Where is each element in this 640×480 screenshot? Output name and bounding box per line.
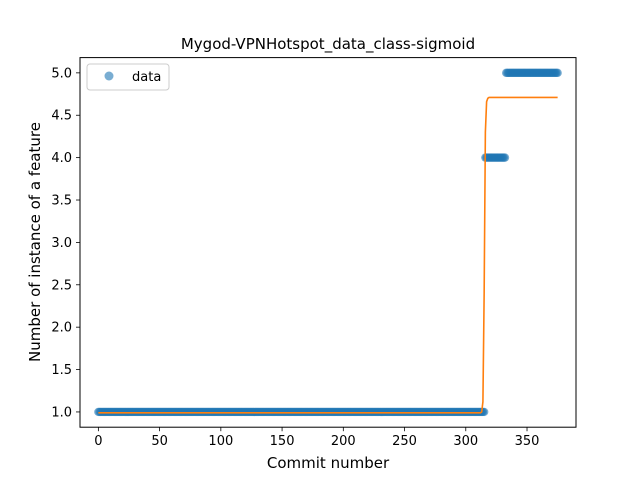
fit-line bbox=[98, 96, 558, 414]
x-axis-label: Commit number bbox=[267, 454, 390, 472]
y-tick-label: 2.5 bbox=[51, 278, 72, 293]
y-tick-label: 2.0 bbox=[51, 321, 72, 336]
y-tick-label: 4.5 bbox=[51, 109, 72, 124]
x-tick-label: 300 bbox=[453, 434, 478, 449]
x-tick-label: 150 bbox=[270, 434, 295, 449]
x-tick-label: 50 bbox=[151, 434, 168, 449]
y-axis: 1.0 1.5 2.0 2.5 3.0 3.5 4.0 4.5 5.0 bbox=[51, 66, 80, 420]
x-axis: 0 50 100 150 200 250 300 350 bbox=[94, 427, 539, 449]
y-axis-label: Number of instance of a feature bbox=[26, 122, 44, 362]
y-tick-label: 5.0 bbox=[51, 66, 72, 81]
legend-marker-data bbox=[104, 71, 114, 81]
x-tick-label: 100 bbox=[208, 434, 233, 449]
y-tick-label: 1.0 bbox=[51, 405, 72, 420]
legend-label-data: data bbox=[132, 70, 161, 85]
plot-frame bbox=[79, 57, 577, 428]
x-tick-label: 350 bbox=[515, 434, 540, 449]
legend-frame bbox=[86, 63, 170, 91]
y-tick-label: 4.0 bbox=[51, 151, 72, 166]
plot-area bbox=[94, 68, 562, 417]
y-tick-label: 3.5 bbox=[51, 194, 72, 209]
x-tick-label: 200 bbox=[331, 434, 356, 449]
x-tick-label: 250 bbox=[392, 434, 417, 449]
chart-title: Mygod-VPNHotspot_data_class-sigmoid bbox=[181, 35, 475, 54]
data-point bbox=[500, 153, 510, 162]
legend: data bbox=[86, 63, 170, 91]
data-point bbox=[553, 68, 562, 78]
x-tick-label: 0 bbox=[94, 434, 102, 449]
y-tick-label: 1.5 bbox=[51, 363, 72, 378]
y-tick-label: 3.0 bbox=[51, 236, 72, 251]
